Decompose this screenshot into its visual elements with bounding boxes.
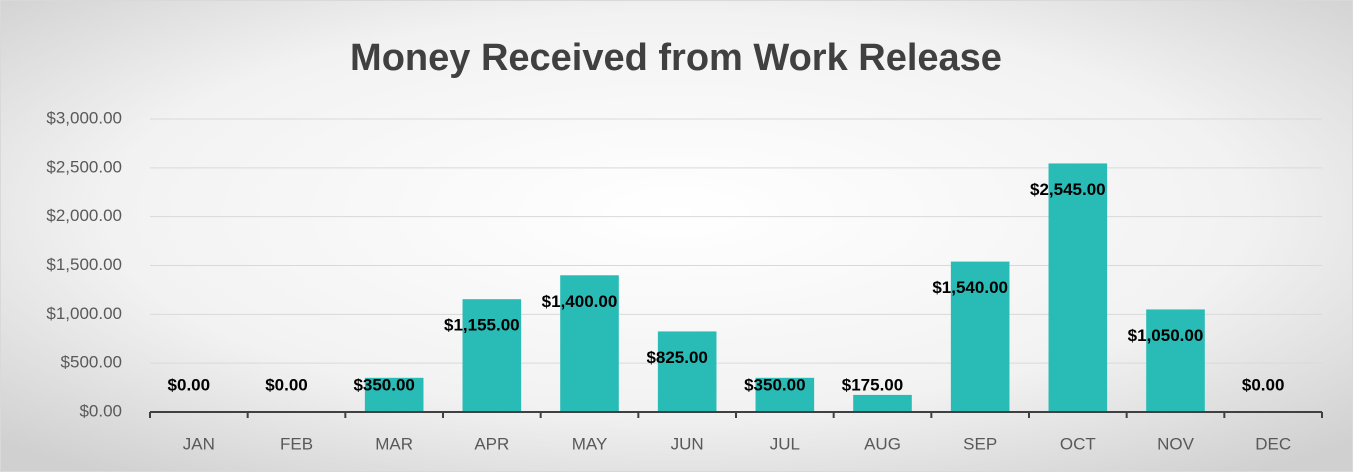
x-tick-label: APR — [474, 434, 509, 453]
bar — [364, 377, 424, 412]
bar — [657, 331, 717, 412]
y-tick-label: $0.00 — [79, 401, 122, 420]
data-label: $350.00 — [744, 375, 805, 394]
y-tick-label: $1,000.00 — [46, 304, 122, 323]
data-label: $1,400.00 — [542, 292, 618, 311]
bar — [462, 299, 522, 412]
data-label: $1,050.00 — [1128, 326, 1204, 345]
bar — [755, 377, 815, 412]
bar — [950, 261, 1010, 412]
x-tick-label: NOV — [1157, 434, 1195, 453]
y-tick-label: $500.00 — [61, 353, 122, 372]
x-tick-label: JUN — [671, 434, 704, 453]
x-tick-label: AUG — [864, 434, 901, 453]
x-tick-label: MAY — [572, 434, 608, 453]
data-label: $0.00 — [265, 375, 308, 394]
y-tick-label: $2,500.00 — [46, 157, 122, 176]
data-label: $825.00 — [646, 348, 707, 367]
data-label: $1,155.00 — [444, 316, 520, 335]
y-tick-label: $2,000.00 — [46, 206, 122, 225]
x-tick-label: JAN — [183, 434, 215, 453]
x-tick-label: DEC — [1255, 434, 1291, 453]
data-label: $0.00 — [168, 375, 211, 394]
y-tick-label: $3,000.00 — [46, 108, 122, 127]
data-label: $350.00 — [353, 375, 414, 394]
x-tick-label: FEB — [280, 434, 313, 453]
x-tick-label: SEP — [963, 434, 997, 453]
y-tick-label: $1,500.00 — [46, 255, 122, 274]
x-tick-label: JUL — [770, 434, 800, 453]
data-label: $0.00 — [1242, 375, 1285, 394]
data-label: $175.00 — [842, 375, 903, 394]
bar — [1048, 163, 1108, 412]
bar — [1146, 309, 1205, 412]
x-tick-label: MAR — [375, 434, 413, 453]
data-label: $1,540.00 — [932, 278, 1008, 297]
bar — [853, 394, 912, 412]
chart-title: Money Received from Work Release — [350, 37, 1002, 79]
bar — [560, 275, 619, 412]
data-label: $2,545.00 — [1030, 180, 1106, 199]
x-tick-label: OCT — [1060, 434, 1096, 453]
